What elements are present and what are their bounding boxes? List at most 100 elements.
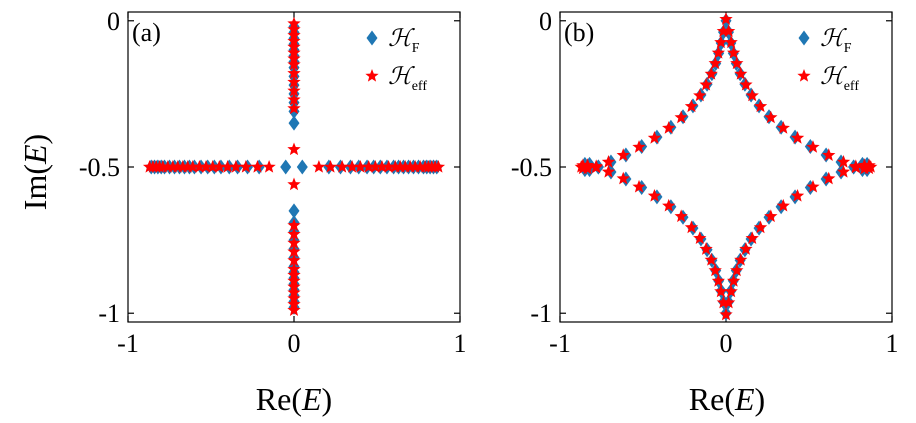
- panel-a-star-point: [287, 142, 301, 156]
- panel-a-star-point: [287, 101, 301, 115]
- panel-a-star-point: [287, 92, 301, 106]
- panel-b-star-point: [662, 198, 676, 212]
- panel-a-star-point: [312, 160, 326, 173]
- panel-a-star-point: [381, 160, 396, 173]
- panel-b-star-point: [684, 99, 699, 113]
- panel-a-star-point: [199, 160, 213, 173]
- panel-a-series-star: [142, 16, 446, 316]
- panel-b-star-point: [745, 88, 759, 102]
- panel-a-star-point: [239, 160, 253, 173]
- panel-b-legend-diamond-marker: [798, 30, 810, 46]
- panel-b-star-point: [719, 12, 733, 25]
- panel-a-star-point: [250, 160, 265, 173]
- panel-a-star-point: [287, 303, 301, 316]
- panel-b-star-point: [674, 209, 688, 223]
- panel-b-star-point: [708, 263, 722, 277]
- panel-b-star-point: [857, 158, 872, 171]
- panel-b-star-point: [822, 148, 836, 161]
- panel-a-legend-star-label: ℋeff: [388, 64, 427, 94]
- panel-b-label: (b): [564, 18, 594, 47]
- panel-b-star-point: [822, 171, 836, 185]
- panel-b-star-point: [662, 121, 676, 134]
- panel-b-star-point: [693, 231, 707, 245]
- panel-a-star-point: [287, 57, 301, 71]
- panel-b-star-point: [730, 56, 744, 70]
- panel-b-star-point: [719, 307, 733, 321]
- panel-b-star-point: [726, 274, 741, 287]
- panel-b-xtick-label: 0: [720, 329, 733, 358]
- panel-a-star-point: [408, 160, 422, 173]
- panel-b-legend-star-marker: [797, 69, 811, 82]
- panel-b-star-point: [862, 158, 876, 172]
- panel-a-star-point: [413, 160, 427, 173]
- panel-b-star-point: [734, 253, 748, 266]
- panel-a-star-point: [192, 160, 207, 173]
- panel-b-star-point: [674, 110, 688, 124]
- panel-a-star-point: [262, 160, 276, 173]
- panel-b-star-point: [776, 198, 790, 212]
- panel-b-star-point: [699, 77, 713, 91]
- panel-b-star-point: [580, 161, 595, 175]
- panel-a-ytick-label: 0: [107, 7, 120, 36]
- panel-b-ytick-label: -1: [530, 299, 552, 328]
- panel-b-star-point: [684, 220, 699, 234]
- panel-a-star-point: [220, 160, 235, 173]
- panel-a-star-point: [362, 160, 376, 173]
- panel-b-star-point: [734, 67, 748, 80]
- panel-b-star-point: [632, 140, 646, 153]
- panel-a-star-point: [403, 160, 417, 173]
- panel-a: -1 0 1 0 -0.5 -1 (a) ℋF ℋeff: [79, 7, 467, 358]
- panel-a-legend-diamond-label: ℋF: [388, 26, 420, 56]
- panel-b-star-point: [714, 35, 728, 49]
- panel-b-star-point: [704, 253, 718, 266]
- panel-b-star-point: [716, 24, 730, 37]
- panel-b-xtick-label: 1: [886, 329, 899, 358]
- panel-a-diamond-point: [288, 203, 300, 219]
- y-axis-label: Im(E): [17, 134, 53, 210]
- panel-a-legend-diamond-marker: [366, 30, 378, 46]
- panel-b-star-point: [806, 179, 820, 193]
- panel-a-star-point: [393, 160, 407, 173]
- panel-a-star-point: [176, 160, 190, 173]
- panel-b-star-point: [739, 77, 753, 91]
- panel-a-star-point: [161, 160, 175, 173]
- panel-b-ytick-label: -0.5: [511, 153, 552, 182]
- panel-a-star-point: [186, 160, 200, 173]
- panel-b-star-point: [704, 67, 718, 80]
- panel-b-star-point: [699, 242, 713, 255]
- panel-a-star-point: [335, 160, 349, 173]
- panel-a-star-point: [388, 160, 402, 173]
- panel-a-star-point: [375, 160, 389, 173]
- panel-b-star-point: [724, 35, 738, 49]
- panel-a-star-point: [181, 160, 195, 173]
- panel-a-xtick-label: -1: [117, 329, 139, 358]
- panel-b-star-point: [722, 295, 736, 309]
- panel-a-star-point: [212, 160, 226, 173]
- panel-a-legend-star-marker: [365, 69, 379, 82]
- panel-b-series-diamond: [578, 13, 874, 321]
- panel-b-star-point: [753, 220, 768, 234]
- panel-b-star-point: [730, 263, 744, 277]
- panel-b-legend-star-label: ℋeff: [820, 64, 859, 94]
- panel-b-star-point: [776, 121, 790, 134]
- panel-a-star-point: [166, 160, 180, 173]
- panel-a-star-point: [156, 160, 170, 173]
- panel-b-star-point: [790, 188, 805, 202]
- panel-a-star-point: [287, 244, 301, 258]
- panel-b-star-point: [849, 160, 863, 174]
- panel-a-star-point: [368, 160, 382, 173]
- panel-a-diamond-point: [296, 159, 308, 175]
- panel-b: -1 0 1 0 -0.5 -1 (b) ℋF ℋeff: [511, 7, 899, 358]
- panel-b-star-point: [764, 110, 778, 124]
- panel-a-star-point: [287, 177, 301, 191]
- panel-b-star-point: [806, 140, 820, 153]
- panel-a-ytick-label: -0.5: [79, 153, 120, 182]
- panel-a-star-point: [353, 160, 368, 173]
- panel-a-label: (a): [132, 18, 161, 47]
- panel-b-ytick-label: 0: [539, 7, 552, 36]
- panel-b-star-point: [836, 155, 851, 168]
- panel-b-star-point: [724, 284, 738, 298]
- panel-b-star-point: [753, 99, 768, 113]
- panel-b-star-point: [711, 274, 726, 287]
